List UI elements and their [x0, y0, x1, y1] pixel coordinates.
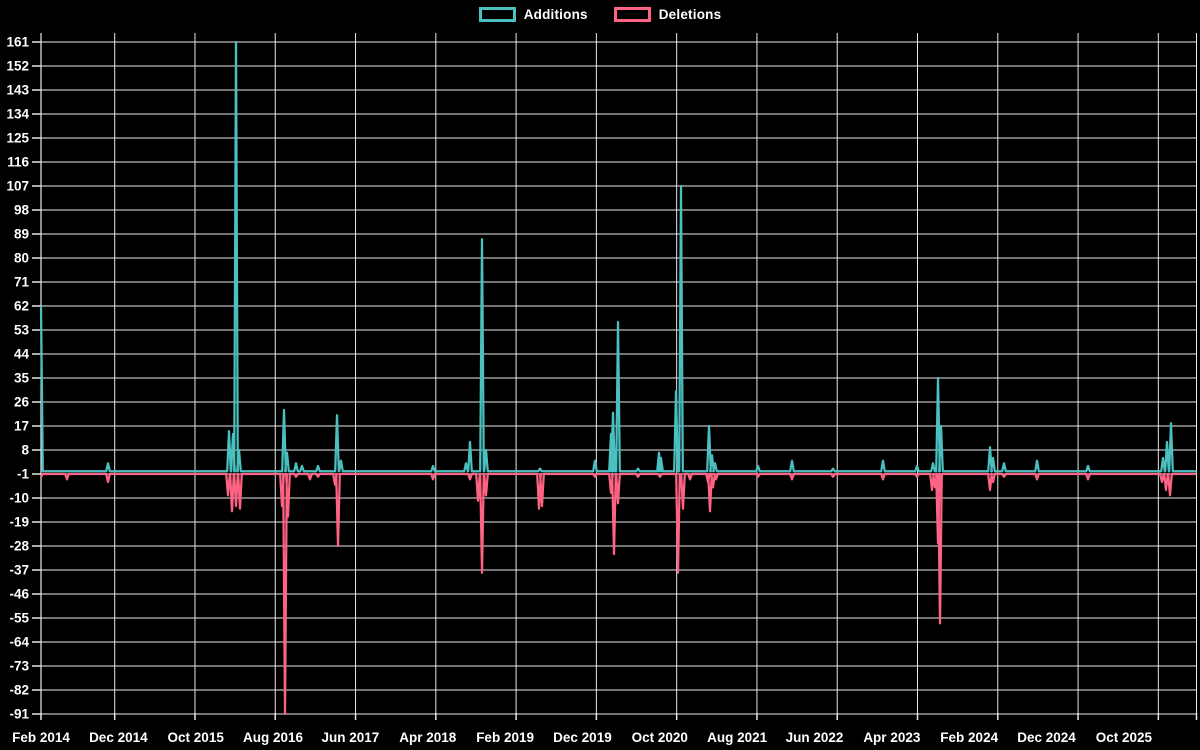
svg-text:80: 80 — [14, 250, 29, 265]
svg-text:-10: -10 — [9, 490, 29, 505]
svg-text:17: 17 — [14, 418, 29, 433]
svg-text:26: 26 — [14, 394, 30, 409]
svg-text:-55: -55 — [9, 610, 29, 625]
legend-label-deletions: Deletions — [658, 7, 722, 22]
svg-text:-91: -91 — [9, 706, 29, 721]
svg-text:-64: -64 — [9, 634, 29, 649]
svg-text:Apr 2023: Apr 2023 — [863, 730, 921, 745]
svg-text:-46: -46 — [9, 586, 29, 601]
svg-text:44: 44 — [14, 346, 30, 361]
svg-text:Oct 2015: Oct 2015 — [168, 730, 225, 745]
svg-text:116: 116 — [7, 154, 29, 169]
svg-text:Feb 2014: Feb 2014 — [12, 730, 70, 745]
svg-text:134: 134 — [6, 106, 29, 121]
svg-text:-82: -82 — [9, 682, 29, 697]
svg-text:Feb 2019: Feb 2019 — [476, 730, 534, 745]
svg-text:Jun 2022: Jun 2022 — [786, 730, 844, 745]
svg-text:Aug 2021: Aug 2021 — [707, 730, 768, 745]
deletions-line — [40, 472, 1197, 716]
y-axis-ticks: 161 152 143 134 125 116 107 98 89 80 71 62 53 44 35 26 1… — [6, 34, 41, 721]
svg-text:53: 53 — [14, 322, 30, 337]
svg-text:-73: -73 — [9, 658, 29, 673]
svg-text:98: 98 — [14, 202, 30, 217]
svg-text:-1: -1 — [17, 466, 29, 481]
svg-text:Jun 2017: Jun 2017 — [322, 730, 380, 745]
svg-text:71: 71 — [14, 274, 30, 289]
svg-text:-37: -37 — [9, 562, 29, 577]
svg-text:107: 107 — [6, 178, 29, 193]
svg-text:35: 35 — [14, 370, 30, 385]
svg-text:-28: -28 — [9, 538, 29, 553]
svg-text:Apr 2018: Apr 2018 — [399, 730, 457, 745]
svg-text:Dec 2024: Dec 2024 — [1017, 730, 1076, 745]
svg-text:Dec 2019: Dec 2019 — [553, 730, 612, 745]
svg-text:62: 62 — [14, 298, 29, 313]
svg-text:Feb 2024: Feb 2024 — [940, 730, 998, 745]
chart-legend: Additions Deletions — [0, 7, 1200, 22]
deletions-swatch-icon — [613, 7, 651, 22]
svg-text:143: 143 — [6, 82, 29, 97]
svg-text:125: 125 — [6, 130, 29, 145]
svg-text:Oct 2020: Oct 2020 — [632, 730, 688, 745]
svg-text:89: 89 — [14, 226, 29, 241]
svg-text:152: 152 — [6, 58, 29, 73]
legend-label-additions: Additions — [523, 7, 588, 22]
additions-swatch-icon — [478, 7, 516, 22]
svg-text:Aug 2016: Aug 2016 — [243, 730, 304, 745]
series-lines — [39, 40, 1197, 716]
svg-text:161: 161 — [6, 34, 29, 49]
svg-text:Dec 2014: Dec 2014 — [89, 730, 148, 745]
svg-text:8: 8 — [21, 442, 29, 457]
legend-item-deletions[interactable]: Deletions — [613, 7, 722, 22]
additions-line — [39, 40, 1197, 473]
legend-item-additions[interactable]: Additions — [478, 7, 588, 22]
svg-text:Oct 2025: Oct 2025 — [1096, 730, 1153, 745]
svg-text:-19: -19 — [9, 514, 29, 529]
x-axis-ticks: Feb 2014 Dec 2014 Oct 2015 Aug 2016 Jun 2017… — [12, 713, 1198, 745]
